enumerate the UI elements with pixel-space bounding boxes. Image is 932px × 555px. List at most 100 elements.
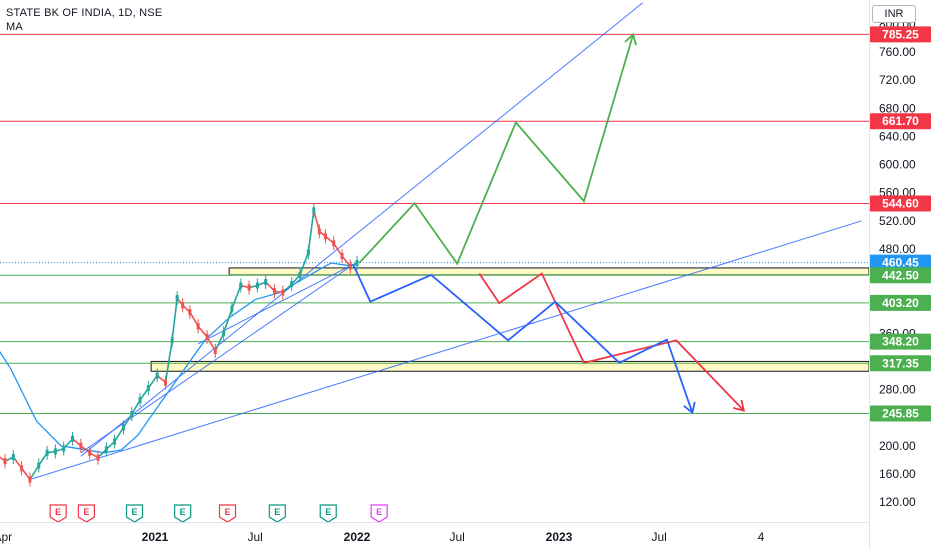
y-tick-label: 480.00 xyxy=(879,242,916,256)
candle-body xyxy=(138,397,142,404)
candle-body xyxy=(332,240,336,247)
moving-average-line xyxy=(0,262,351,454)
x-tick-label: Jul xyxy=(247,530,262,544)
candle-body xyxy=(348,263,352,270)
candle-body xyxy=(20,465,24,472)
time-axis-bg xyxy=(0,522,869,550)
event-marker-letter: E xyxy=(132,507,138,517)
price-segment xyxy=(231,285,242,309)
candle-body xyxy=(255,282,259,289)
candle-body xyxy=(104,446,108,453)
indicator-label[interactable]: MA xyxy=(6,21,23,33)
candle-body xyxy=(323,233,327,240)
candle-body xyxy=(247,284,251,291)
y-tick-label: 520.00 xyxy=(879,214,916,228)
event-marker-shape xyxy=(218,504,237,523)
event-marker-shape xyxy=(77,504,95,523)
candle-body xyxy=(121,424,125,431)
candle-body xyxy=(355,260,359,266)
x-tick-label: Jul xyxy=(651,530,666,544)
price-label-box xyxy=(870,254,931,271)
x-tick-label: 2021 xyxy=(142,530,169,544)
price-segment xyxy=(164,340,173,383)
price-label: 403.20 xyxy=(882,296,919,310)
event-marker-letter: E xyxy=(180,507,186,517)
earnings-event-icon[interactable]: E xyxy=(77,504,95,523)
trendline xyxy=(29,220,862,480)
event-marker-letter: E xyxy=(274,507,280,517)
y-tick-label: 200.00 xyxy=(879,439,916,453)
price-label: 348.20 xyxy=(882,335,919,349)
projection-arrowhead xyxy=(683,401,696,415)
trendline xyxy=(80,266,351,454)
symbol-title[interactable]: STATE BK OF INDIA, 1D, NSE xyxy=(6,7,163,19)
price-segment xyxy=(313,210,321,232)
candle-body xyxy=(146,385,150,392)
candle-body xyxy=(71,435,75,442)
candle-body xyxy=(79,442,83,449)
price-label-box xyxy=(870,405,931,422)
candle-body xyxy=(230,305,234,312)
earnings-event-icon[interactable]: E xyxy=(319,504,337,523)
candle-body xyxy=(281,289,285,296)
projection-arrowhead xyxy=(732,399,746,412)
event-marker-shape xyxy=(174,504,192,523)
price-label: 245.85 xyxy=(882,407,919,421)
y-tick-label: 760.00 xyxy=(879,45,916,59)
candle-body xyxy=(62,445,66,452)
earnings-event-icon[interactable]: E xyxy=(125,504,144,523)
candle-body xyxy=(175,295,179,302)
y-tick-label: 720.00 xyxy=(879,73,916,87)
candle-body xyxy=(317,228,321,235)
candle-body xyxy=(264,278,268,285)
candle-body xyxy=(196,323,200,330)
trendline xyxy=(80,2,643,457)
earnings-event-icon[interactable]: E xyxy=(370,504,388,523)
candle-body xyxy=(45,449,49,456)
price-label-box xyxy=(870,333,931,350)
y-tick-label: 600.00 xyxy=(879,158,916,172)
x-tick-label: Apr xyxy=(0,530,12,544)
price-label-box xyxy=(870,26,931,43)
price-label: 460.45 xyxy=(882,256,919,270)
price-layer xyxy=(0,203,359,487)
projection-path xyxy=(358,34,635,266)
earnings-event-icon[interactable]: E xyxy=(218,504,237,523)
x-tick-label: 2023 xyxy=(546,530,573,544)
candle-body xyxy=(340,252,344,259)
candle-body xyxy=(11,454,15,461)
price-label-box xyxy=(870,195,931,212)
earnings-event-icon[interactable]: E xyxy=(49,504,67,523)
trendline xyxy=(197,263,354,345)
moving-average-layer xyxy=(0,262,351,454)
price-label: 317.35 xyxy=(882,356,919,370)
candle-body xyxy=(37,462,41,469)
candle-body xyxy=(239,282,243,289)
candle-body xyxy=(222,330,226,337)
x-tick-label: 2022 xyxy=(344,530,371,544)
event-marker-letter: E xyxy=(376,507,382,517)
projection-path xyxy=(478,272,745,412)
y-tick-label: 160.00 xyxy=(879,467,916,481)
event-marker-letter: E xyxy=(325,507,331,517)
y-tick-label: 640.00 xyxy=(879,129,916,143)
earnings-event-icon[interactable]: E xyxy=(174,504,192,523)
price-segment xyxy=(307,210,315,253)
candle-body xyxy=(53,448,57,455)
candle-body xyxy=(170,337,174,344)
event-marker-shape xyxy=(370,504,388,523)
x-tick-label: Jul xyxy=(449,530,464,544)
x-tick-label: 4 xyxy=(758,530,765,544)
currency-badge[interactable]: INR xyxy=(872,5,916,23)
price-segment xyxy=(171,298,178,341)
price-segment xyxy=(222,308,233,334)
candle-body xyxy=(130,411,134,418)
earnings-event-icon[interactable]: E xyxy=(268,504,286,523)
price-label-box xyxy=(870,294,931,311)
y-tick-label: 280.00 xyxy=(879,383,916,397)
candle-body xyxy=(164,379,168,386)
event-marker-letter: E xyxy=(83,507,89,517)
candle-body xyxy=(155,372,159,379)
